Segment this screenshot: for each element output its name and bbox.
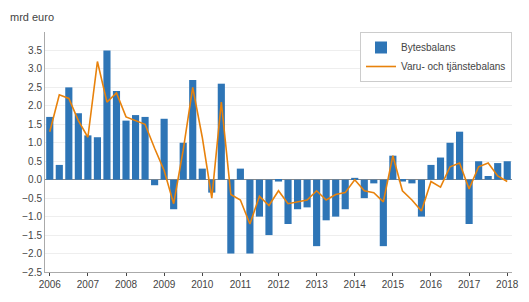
svg-text:−0.5: −0.5 xyxy=(22,193,42,204)
svg-text:2010: 2010 xyxy=(191,279,214,290)
svg-text:2006: 2006 xyxy=(39,279,62,290)
svg-text:3.0: 3.0 xyxy=(28,63,42,74)
svg-text:−1.0: −1.0 xyxy=(22,211,42,222)
svg-text:−2.5: −2.5 xyxy=(22,267,42,278)
svg-text:2018: 2018 xyxy=(496,279,519,290)
svg-text:−2.0: −2.0 xyxy=(22,248,42,259)
svg-text:2017: 2017 xyxy=(458,279,481,290)
svg-text:2007: 2007 xyxy=(77,279,100,290)
svg-text:Bytesbalans: Bytesbalans xyxy=(401,42,455,53)
svg-text:1.5: 1.5 xyxy=(28,119,42,130)
svg-text:2013: 2013 xyxy=(305,279,328,290)
svg-text:0.5: 0.5 xyxy=(28,156,42,167)
svg-text:Varu- och tjänstebalans: Varu- och tjänstebalans xyxy=(401,61,505,72)
svg-text:2014: 2014 xyxy=(344,279,367,290)
svg-text:1.0: 1.0 xyxy=(28,137,42,148)
svg-text:−1.5: −1.5 xyxy=(22,230,42,241)
svg-text:mrd euro: mrd euro xyxy=(10,11,54,23)
svg-text:2016: 2016 xyxy=(420,279,443,290)
svg-text:2012: 2012 xyxy=(267,279,290,290)
svg-text:2.5: 2.5 xyxy=(28,82,42,93)
svg-text:2.0: 2.0 xyxy=(28,100,42,111)
svg-text:2015: 2015 xyxy=(382,279,405,290)
svg-text:2011: 2011 xyxy=(230,279,252,290)
svg-text:0.0: 0.0 xyxy=(28,174,42,185)
svg-text:3.5: 3.5 xyxy=(28,45,42,56)
svg-text:2009: 2009 xyxy=(153,279,176,290)
svg-text:2008: 2008 xyxy=(115,279,138,290)
